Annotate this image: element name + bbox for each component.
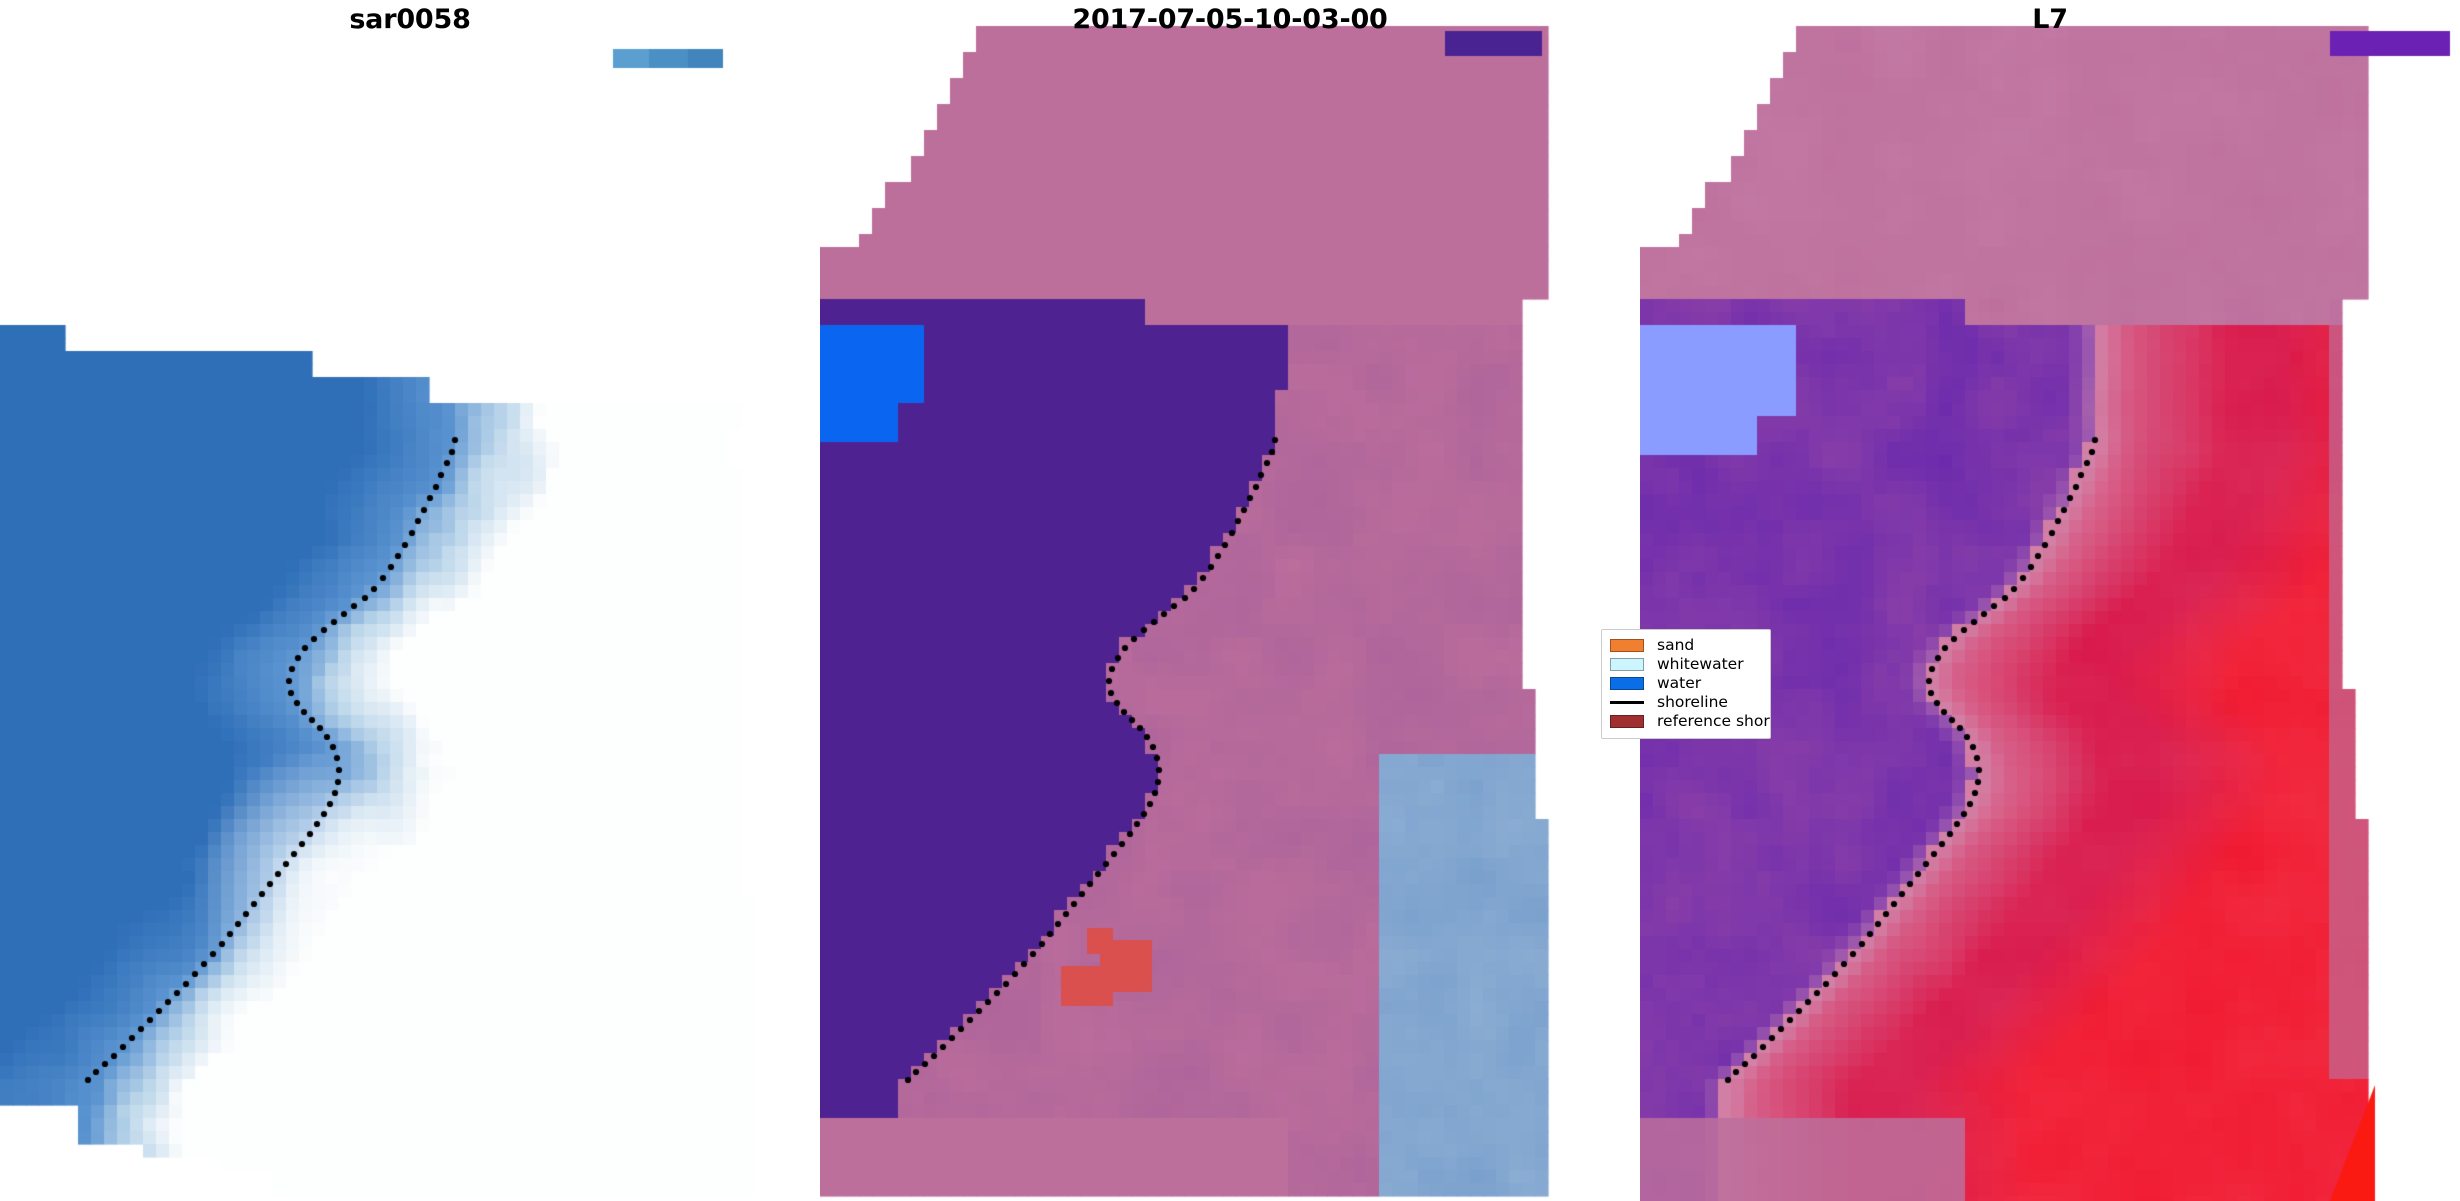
legend-label-whitewater: whitewater	[1657, 655, 1744, 673]
sar0058-image	[0, 0, 820, 1201]
panel-l7: L7	[1640, 0, 2460, 1201]
legend-label-water: water	[1657, 674, 1702, 692]
legend-label-reference-shoreline: reference shoreline	[1657, 712, 1770, 730]
legend-item-reference-shoreline: reference shoreline	[1610, 712, 1770, 731]
sand-swatch-icon	[1610, 639, 1644, 652]
panel-sar0058-title: sar0058	[349, 4, 471, 35]
legend: sand whitewater water shoreline referenc…	[1601, 629, 1771, 739]
reference-shoreline-swatch-icon	[1610, 715, 1644, 728]
legend-label-sand: sand	[1657, 636, 1695, 654]
panel-l7-title: L7	[2032, 4, 2068, 35]
l7-image	[1640, 0, 2460, 1201]
shoreline-line-icon	[1610, 701, 1644, 704]
legend-item-sand: sand	[1610, 636, 1762, 655]
legend-item-shoreline: shoreline	[1610, 693, 1762, 712]
panel-scene-title: 2017-07-05-10-03-00	[1072, 4, 1388, 35]
scene-classified-image	[820, 0, 1640, 1201]
legend-item-water: water	[1610, 674, 1762, 693]
legend-label-shoreline: shoreline	[1657, 693, 1728, 711]
panel-scene-2017-07-05: 2017-07-05-10-03-00	[820, 0, 1640, 1201]
water-swatch-icon	[1610, 677, 1644, 690]
whitewater-swatch-icon	[1610, 658, 1644, 671]
legend-item-whitewater: whitewater	[1610, 655, 1762, 674]
panel-sar0058: sar0058	[0, 0, 820, 1201]
